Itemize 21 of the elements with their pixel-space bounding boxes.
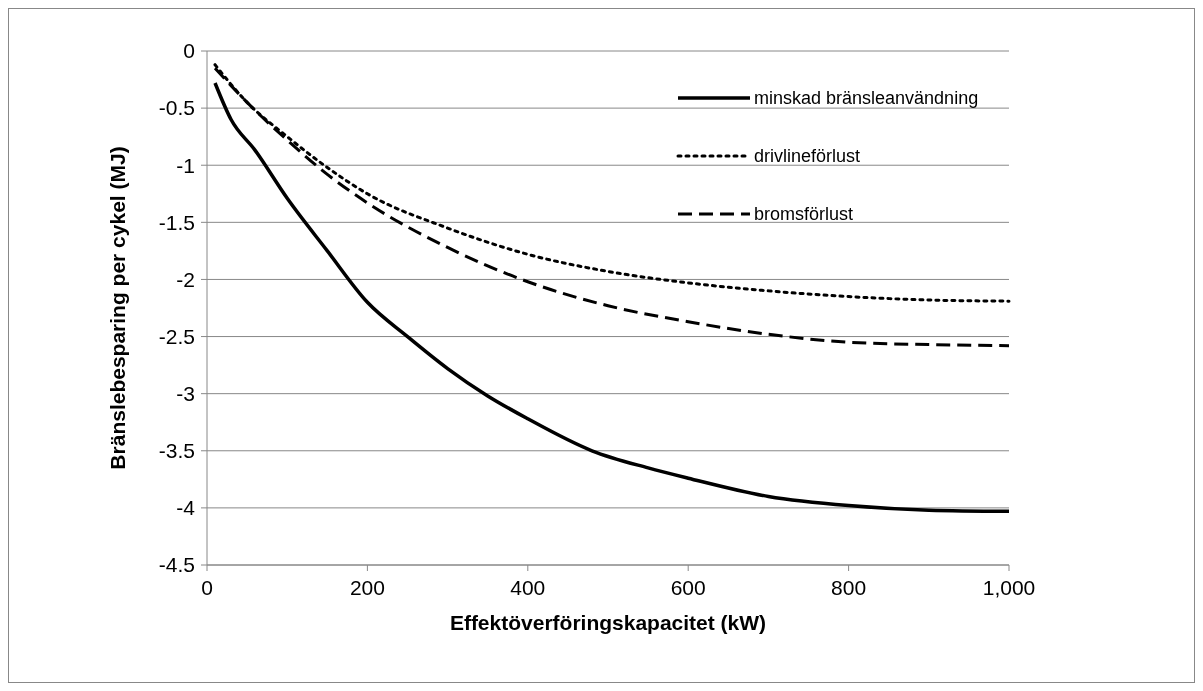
x-tick-label: 400 <box>510 576 546 599</box>
x-tick-label: 200 <box>349 576 385 599</box>
y-axis-title: Bränslebesparing per cykel (MJ) <box>106 146 129 470</box>
y-tick-label: -3.5 <box>158 439 195 463</box>
y-tick-label: -0.5 <box>158 96 195 120</box>
y-tick-label: 0 <box>183 39 195 63</box>
x-tick-label: 1,000 <box>982 576 1036 599</box>
x-axis-title: Effektöverföringskapacitet (kW) <box>449 611 767 634</box>
y-tick-label: -1.5 <box>158 210 195 234</box>
y-tick-label: -3 <box>176 382 195 406</box>
legend-label: bromsförlust <box>754 204 854 225</box>
legend-label: drivlineförlust <box>754 146 861 167</box>
y-tick-label: -2 <box>176 267 195 291</box>
y-tick-label: -4.5 <box>158 553 195 577</box>
x-tick-label: 0 <box>201 576 213 599</box>
x-tick-label: 600 <box>670 576 706 599</box>
y-tick-label: -2.5 <box>158 324 195 348</box>
x-tick-label: 800 <box>831 576 867 599</box>
y-tick-label: -1 <box>176 153 195 177</box>
y-tick-label: -4 <box>176 496 196 520</box>
legend-label: minskad bränsleanvändning <box>754 88 979 109</box>
